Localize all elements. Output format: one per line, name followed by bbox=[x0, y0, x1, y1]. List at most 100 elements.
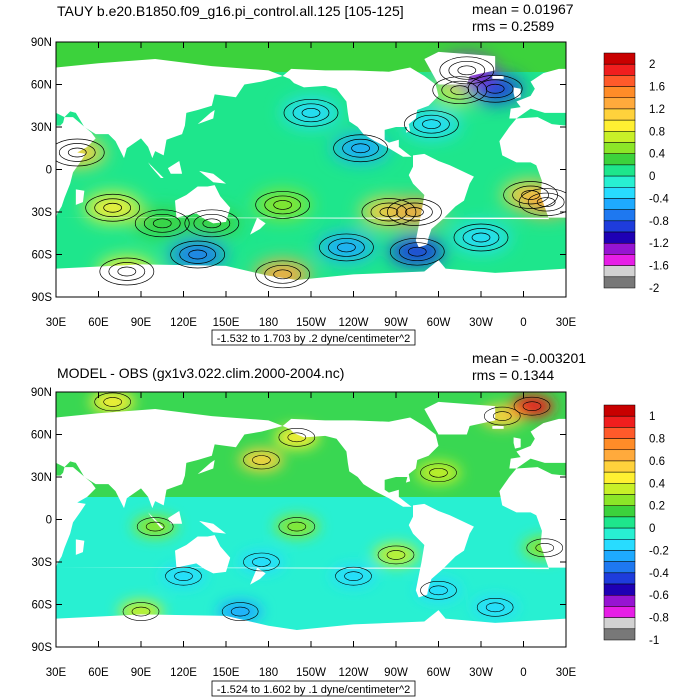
map-axes: 30E 60E 90E 120E 150E 180 150W 120W 90W 60W 30W 0 30… bbox=[31, 387, 577, 679]
colorbar-swatch bbox=[603, 153, 636, 166]
y-tick-label: 90S bbox=[32, 642, 53, 654]
contour-line bbox=[512, 185, 549, 205]
colorbar-swatch bbox=[603, 539, 636, 551]
contour-line bbox=[94, 392, 131, 412]
land-polygon bbox=[56, 467, 96, 568]
field-feature bbox=[239, 449, 284, 471]
x-tick-label: 30E bbox=[46, 667, 67, 679]
contour-line bbox=[476, 79, 514, 99]
contour-line bbox=[202, 218, 222, 229]
y-tick-label: 0 bbox=[46, 165, 52, 177]
contour-line bbox=[264, 195, 302, 215]
contour-line bbox=[179, 245, 217, 264]
x-tick-label: 30E bbox=[46, 317, 67, 329]
contour-line bbox=[536, 197, 556, 207]
land-polygon bbox=[56, 260, 566, 297]
y-tick-label: 60S bbox=[32, 600, 53, 612]
contour-line bbox=[485, 83, 505, 94]
contour-line bbox=[58, 143, 96, 162]
contour-line bbox=[457, 65, 477, 76]
land-polygon bbox=[199, 170, 226, 184]
colorbar-label: 0.8 bbox=[649, 434, 665, 446]
land-polygon bbox=[148, 512, 164, 528]
field-feature bbox=[331, 565, 376, 588]
contour-line bbox=[476, 598, 514, 617]
contour-line bbox=[252, 455, 271, 465]
land-polygon bbox=[56, 409, 283, 519]
colorbar-label: 0.8 bbox=[649, 126, 665, 138]
colorbar-label: -2 bbox=[649, 283, 659, 295]
colorbar-label: 2 bbox=[649, 59, 655, 71]
contour-line bbox=[252, 557, 271, 567]
panel-title: TAUY b.e20.B1850.f09_g16.pi_control.all.… bbox=[57, 3, 404, 19]
colorbar-swatch bbox=[603, 52, 636, 65]
colorbar-label: 0.6 bbox=[649, 456, 665, 468]
contour-line bbox=[396, 202, 433, 222]
colorbar-swatch bbox=[603, 198, 636, 210]
contour-line bbox=[344, 571, 363, 581]
contour-line bbox=[255, 260, 311, 289]
x-tick-label: 90W bbox=[384, 667, 408, 679]
contour-line bbox=[108, 262, 146, 281]
x-tick-label: 120E bbox=[170, 317, 197, 329]
land-polygon bbox=[199, 520, 226, 534]
land-polygon bbox=[492, 76, 504, 79]
contour-line bbox=[287, 432, 307, 443]
contour-line bbox=[264, 264, 302, 284]
contour-line bbox=[278, 428, 316, 447]
colorbar-swatch bbox=[603, 449, 636, 462]
colorbar-label: -1.6 bbox=[649, 261, 669, 273]
contour-line bbox=[230, 606, 250, 617]
y-tick-label: 30N bbox=[31, 122, 52, 134]
contour-line bbox=[448, 60, 486, 80]
panel-top: TAUY b.e20.B1850.f09_g16.pi_control.all.… bbox=[31, 1, 669, 346]
colorbar-swatch bbox=[603, 254, 636, 266]
colorbar-swatch bbox=[603, 460, 636, 473]
colorbar-label: -0.4 bbox=[649, 193, 669, 205]
colorbar-label: 0 bbox=[649, 523, 655, 535]
contour-line bbox=[122, 602, 160, 621]
contour-line bbox=[535, 543, 555, 553]
colorbar-label: 1.6 bbox=[649, 82, 665, 94]
contour-line bbox=[420, 463, 457, 483]
x-tick-label: 60E bbox=[88, 667, 109, 679]
land-polygon bbox=[167, 511, 183, 524]
contour-line bbox=[398, 242, 436, 262]
colorbar: 2 1.6 1.2 0.8 0.4 0 -0.4 -0.8 -1.2 -1.6 -2 bbox=[603, 52, 669, 295]
field-feature bbox=[84, 193, 141, 222]
range-label-box: -1.532 to 1.703 by .2 dyne/centimeter^2 bbox=[211, 329, 416, 346]
contour-line bbox=[521, 190, 540, 200]
contour-line bbox=[335, 566, 372, 586]
contour-line bbox=[319, 233, 374, 262]
field-feature bbox=[134, 209, 191, 238]
contour-line bbox=[287, 521, 307, 532]
x-tick-label: 90W bbox=[384, 317, 408, 329]
contour-line bbox=[103, 202, 123, 213]
x-tick-label: 30W bbox=[469, 667, 493, 679]
contour-line bbox=[429, 585, 448, 596]
colorbar-label: 0.4 bbox=[649, 478, 666, 490]
field-feature bbox=[133, 515, 178, 538]
colorbar-swatch bbox=[603, 471, 636, 484]
land-polygon bbox=[75, 539, 85, 555]
colorbar-swatch bbox=[603, 242, 636, 255]
land-polygon bbox=[197, 110, 215, 125]
colorbar-swatch bbox=[603, 550, 636, 562]
field-feature bbox=[239, 551, 284, 573]
contour-line bbox=[450, 85, 470, 96]
land-polygon bbox=[408, 153, 474, 248]
land-polygon bbox=[56, 610, 566, 647]
x-tick-label: 30E bbox=[556, 317, 577, 329]
x-tick-label: 150W bbox=[296, 667, 326, 679]
contour-line bbox=[278, 517, 316, 536]
contour-line bbox=[134, 209, 190, 238]
x-tick-label: 120W bbox=[338, 317, 368, 329]
contour-line bbox=[522, 401, 542, 411]
land-polygon bbox=[492, 426, 504, 429]
contour-line bbox=[221, 602, 259, 621]
y-tick-label: 60N bbox=[31, 430, 52, 442]
land-polygon bbox=[424, 401, 496, 435]
contour-line bbox=[103, 397, 122, 407]
field-feature bbox=[510, 395, 554, 418]
field-feature bbox=[274, 515, 319, 538]
